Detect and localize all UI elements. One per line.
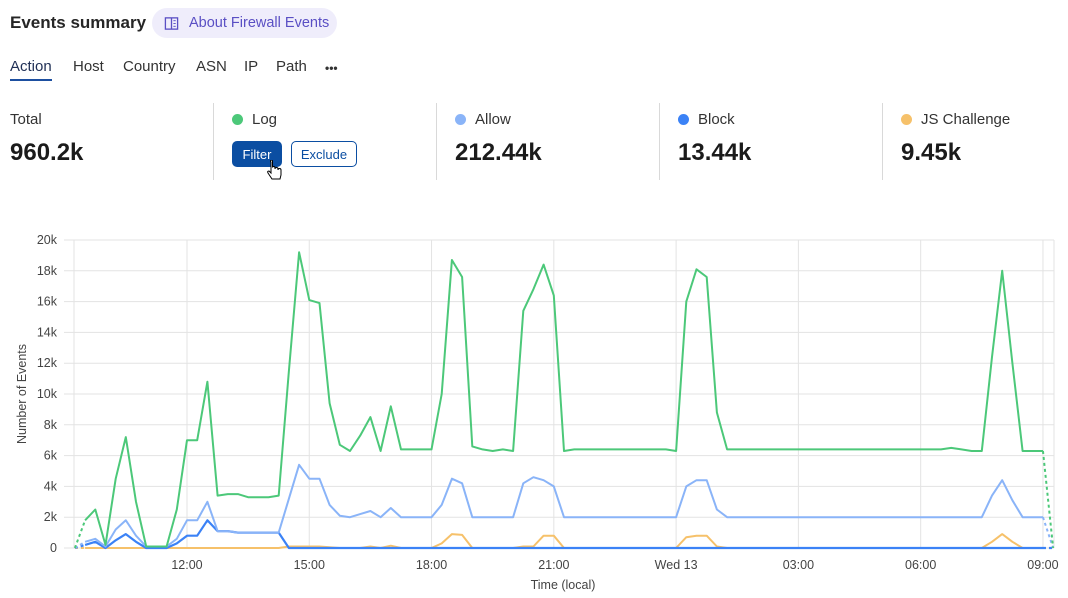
- stat-js-challenge-value: 9.45k: [901, 139, 962, 166]
- y-tick-label: 18k: [37, 264, 58, 278]
- y-tick-label: 6k: [44, 449, 58, 463]
- about-label: About Firewall Events: [189, 15, 330, 31]
- stat-allow-label: Allow: [475, 111, 511, 128]
- series-partial-start-log: [73, 519, 87, 549]
- y-tick-label: 14k: [37, 325, 58, 339]
- stat-log-label: Log: [252, 111, 278, 128]
- x-tick-label: 12:00: [171, 558, 202, 572]
- divider: [882, 103, 883, 180]
- stat-js-challenge-label: JS Challenge: [921, 111, 1011, 128]
- filter-button[interactable]: Filter: [232, 141, 282, 167]
- x-tick-label: 09:00: [1027, 558, 1058, 572]
- x-tick-label: 06:00: [905, 558, 936, 572]
- x-tick-label: 15:00: [294, 558, 325, 572]
- stat-allow[interactable]: Allow: [455, 111, 511, 128]
- series-line-allow: [84, 463, 1043, 548]
- stat-js-challenge[interactable]: JS Challenge: [901, 111, 1010, 128]
- y-tick-label: 8k: [44, 418, 58, 432]
- about-firewall-events-link[interactable]: About Firewall Events: [152, 8, 337, 38]
- y-tick-label: 2k: [44, 510, 58, 524]
- y-tick-label: 4k: [44, 479, 58, 493]
- log-dot-icon: [232, 114, 243, 125]
- exclude-button[interactable]: Exclude: [291, 141, 357, 167]
- page-title: Events summary: [10, 13, 147, 32]
- y-tick-label: 16k: [37, 295, 58, 309]
- js-challenge-dot-icon: [901, 114, 912, 125]
- tab-action[interactable]: Action: [10, 58, 52, 81]
- y-tick-label: 20k: [37, 233, 58, 247]
- tab-country[interactable]: Country: [123, 58, 176, 75]
- more-tabs-button[interactable]: •••: [325, 61, 338, 75]
- series-line-block: [84, 519, 1043, 550]
- divider: [659, 103, 660, 180]
- y-axis-label: Number of Events: [15, 344, 29, 444]
- stat-allow-value: 212.44k: [455, 139, 542, 166]
- tab-host[interactable]: Host: [73, 58, 104, 75]
- divider: [436, 103, 437, 180]
- stat-total-value: 960.2k: [10, 139, 84, 166]
- stat-total-label: Total: [10, 111, 42, 128]
- book-icon: [164, 16, 179, 30]
- y-tick-label: 10k: [37, 387, 58, 401]
- tab-asn[interactable]: ASN: [196, 58, 227, 75]
- y-tick-label: 12k: [37, 356, 58, 370]
- series-line-log: [84, 251, 1043, 548]
- allow-dot-icon: [455, 114, 466, 125]
- stat-block[interactable]: Block: [678, 111, 735, 128]
- series-line-js-challenge: [85, 533, 1043, 549]
- stat-block-label: Block: [698, 111, 735, 128]
- divider: [213, 103, 214, 180]
- x-tick-label: 21:00: [538, 558, 569, 572]
- x-tick-label: 18:00: [416, 558, 447, 572]
- stat-log[interactable]: Log: [232, 111, 277, 128]
- x-tick-label: Wed 13: [655, 558, 698, 572]
- series-partial-end-allow: [1042, 516, 1055, 549]
- stat-block-value: 13.44k: [678, 139, 752, 166]
- series-partial-start-allow: [74, 540, 86, 549]
- hand-cursor-icon: [267, 160, 282, 180]
- tab-path[interactable]: Path: [276, 58, 307, 75]
- tab-ip[interactable]: IP: [244, 58, 259, 75]
- x-tick-label: 03:00: [783, 558, 814, 572]
- x-axis-label: Time (local): [531, 578, 596, 592]
- series-partial-end-log: [1041, 450, 1055, 549]
- y-tick-label: 0: [50, 541, 57, 555]
- block-dot-icon: [678, 114, 689, 125]
